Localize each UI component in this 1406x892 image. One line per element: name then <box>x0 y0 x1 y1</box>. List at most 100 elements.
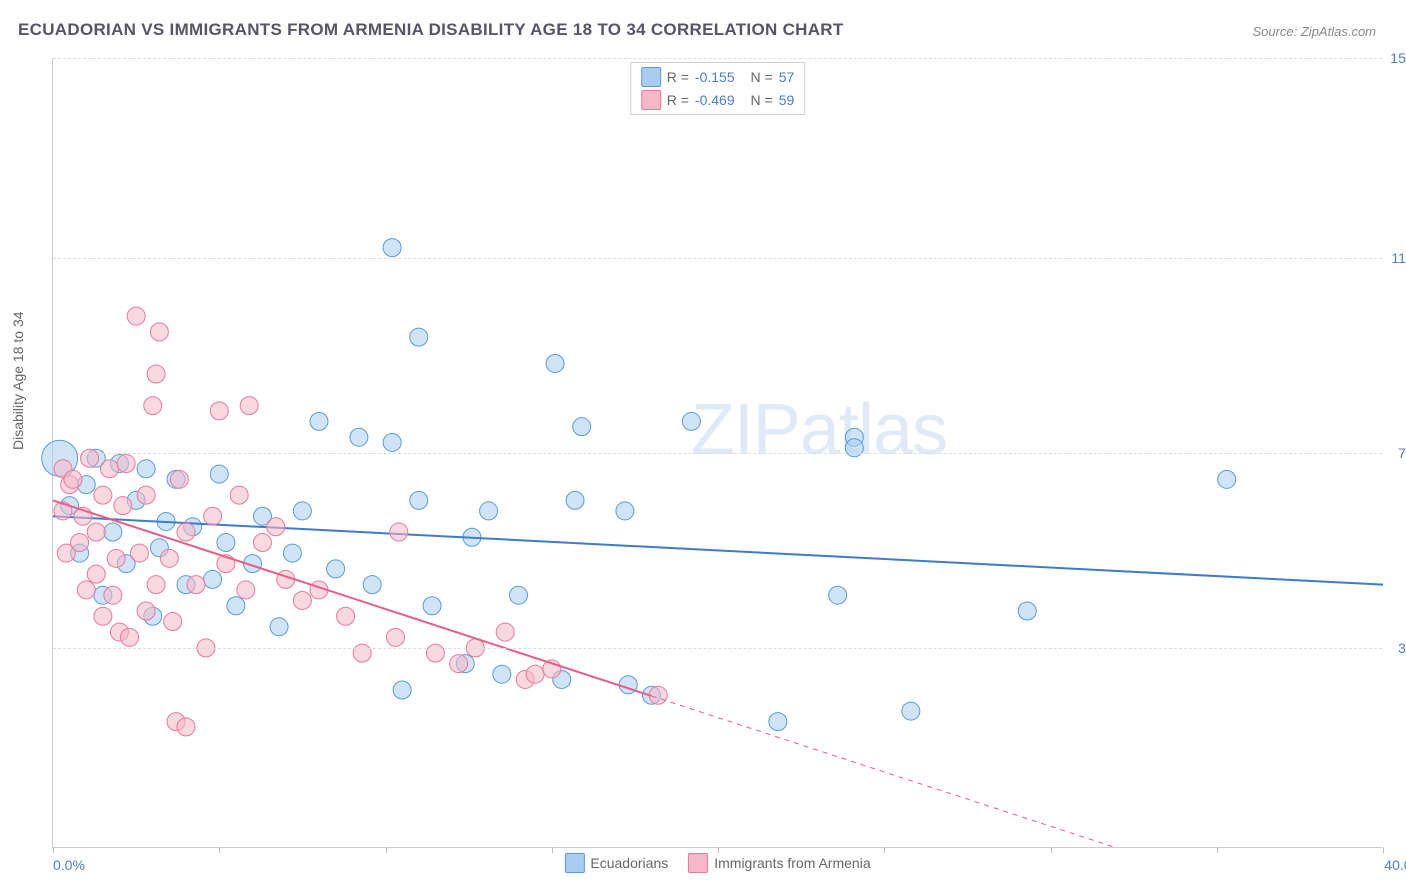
scatter-point <box>410 491 428 509</box>
x-tick-mark <box>718 847 719 853</box>
legend-n-label: N = <box>751 92 773 108</box>
scatter-point <box>682 412 700 430</box>
scatter-point <box>137 602 155 620</box>
legend-n-label: N = <box>751 69 773 85</box>
series-swatch-1 <box>688 853 708 873</box>
correlation-legend: R = -0.155 N = 57 R = -0.469 N = 59 <box>630 62 806 115</box>
scatter-point <box>616 502 634 520</box>
scatter-point <box>526 665 544 683</box>
y-tick-label: 15.0% <box>1390 50 1406 66</box>
scatter-point <box>107 549 125 567</box>
legend-r-label: R = <box>667 92 689 108</box>
scatter-point <box>496 623 514 641</box>
y-tick-label: 11.2% <box>1391 250 1406 266</box>
y-tick-label: 3.8% <box>1398 640 1406 656</box>
scatter-point <box>237 581 255 599</box>
scatter-point <box>150 323 168 341</box>
legend-swatch-1 <box>641 90 661 110</box>
scatter-point <box>390 523 408 541</box>
scatter-point <box>217 534 235 552</box>
scatter-point <box>293 591 311 609</box>
scatter-point <box>253 534 271 552</box>
scatter-point <box>337 607 355 625</box>
scatter-point <box>164 613 182 631</box>
x-tick-mark <box>386 847 387 853</box>
scatter-point <box>104 586 122 604</box>
scatter-point <box>137 460 155 478</box>
scatter-point <box>147 576 165 594</box>
scatter-point <box>104 523 122 541</box>
gridline <box>53 648 1382 649</box>
scatter-point <box>327 560 345 578</box>
scatter-point <box>177 523 195 541</box>
scatter-point <box>210 465 228 483</box>
scatter-point <box>546 354 564 372</box>
y-axis-label: Disability Age 18 to 34 <box>10 311 26 450</box>
scatter-point <box>480 502 498 520</box>
scatter-point <box>573 418 591 436</box>
x-tick-mark <box>219 847 220 853</box>
chart-plot-area: ZIPatlas R = -0.155 N = 57 R = -0.469 N … <box>52 58 1382 848</box>
legend-r-label: R = <box>667 69 689 85</box>
scatter-point <box>204 570 222 588</box>
scatter-point <box>423 597 441 615</box>
x-tick-max: 40.0% <box>1384 857 1406 873</box>
scatter-point <box>1018 602 1036 620</box>
scatter-point <box>386 628 404 646</box>
scatter-point <box>204 507 222 525</box>
scatter-point <box>293 502 311 520</box>
scatter-point <box>902 702 920 720</box>
scatter-point <box>383 433 401 451</box>
scatter-point <box>130 544 148 562</box>
scatter-point <box>267 518 285 536</box>
gridline <box>53 258 1382 259</box>
scatter-point <box>230 486 248 504</box>
scatter-point <box>170 470 188 488</box>
chart-title: ECUADORIAN VS IMMIGRANTS FROM ARMENIA DI… <box>18 20 844 40</box>
y-tick-label: 7.5% <box>1398 445 1406 461</box>
scatter-point <box>410 328 428 346</box>
x-tick-mark <box>53 847 54 853</box>
scatter-point <box>64 470 82 488</box>
trend-line-dashed <box>652 696 1118 848</box>
scatter-point <box>270 618 288 636</box>
legend-row-series-1: R = -0.469 N = 59 <box>641 90 795 110</box>
scatter-point <box>87 523 105 541</box>
scatter-point <box>769 713 787 731</box>
trend-line <box>53 516 1383 584</box>
gridline <box>53 58 1382 59</box>
scatter-point <box>71 534 89 552</box>
scatter-point <box>81 449 99 467</box>
gridline <box>53 453 1382 454</box>
scatter-point <box>127 307 145 325</box>
scatter-point <box>1218 470 1236 488</box>
scatter-point <box>240 397 258 415</box>
scatter-point <box>493 665 511 683</box>
x-tick-mark <box>552 847 553 853</box>
legend-swatch-0 <box>641 67 661 87</box>
scatter-point <box>510 586 528 604</box>
series-name-1: Immigrants from Armenia <box>714 855 870 871</box>
legend-r-value-0: -0.155 <box>695 69 735 85</box>
scatter-point <box>147 365 165 383</box>
scatter-point <box>101 460 119 478</box>
x-tick-mark <box>884 847 885 853</box>
scatter-point <box>120 628 138 646</box>
scatter-point <box>210 402 228 420</box>
legend-n-value-1: 59 <box>779 92 795 108</box>
scatter-point <box>426 644 444 662</box>
series-legend-item-1: Immigrants from Armenia <box>688 853 870 873</box>
x-tick-min: 0.0% <box>53 857 85 873</box>
scatter-point <box>87 565 105 583</box>
legend-r-value-1: -0.469 <box>695 92 735 108</box>
scatter-point <box>383 239 401 257</box>
scatter-point <box>187 576 205 594</box>
scatter-point <box>94 607 112 625</box>
scatter-point <box>177 718 195 736</box>
scatter-point <box>450 655 468 673</box>
scatter-point <box>353 644 371 662</box>
x-tick-mark <box>1051 847 1052 853</box>
legend-n-value-0: 57 <box>779 69 795 85</box>
scatter-point <box>310 412 328 430</box>
scatter-point <box>393 681 411 699</box>
